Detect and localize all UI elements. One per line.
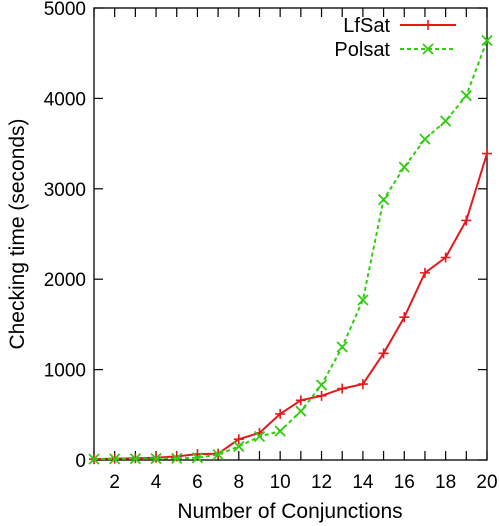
data-point	[191, 452, 204, 464]
data-point	[378, 348, 389, 359]
y-tick-label: 1000	[44, 361, 86, 382]
x-axis-title: Number of Conjunctions	[177, 500, 402, 523]
data-point	[357, 294, 369, 306]
x-tick-label: 2	[109, 472, 120, 493]
y-tick-label: 0	[75, 451, 86, 472]
series-line	[93, 40, 488, 461]
x-tick-label: 8	[234, 472, 245, 493]
data-point	[233, 440, 245, 453]
data-point	[171, 452, 183, 465]
x-tick-label: 20	[476, 472, 497, 493]
y-tick-label: 3000	[44, 180, 86, 201]
data-point	[419, 133, 431, 145]
series-line	[93, 153, 488, 461]
data-point	[274, 425, 286, 437]
legend-label: LfSat	[343, 15, 390, 37]
data-point	[88, 453, 100, 465]
y-axis: 0 1000 2000 3000 4000 5000	[44, 0, 487, 472]
y-tick-label: 5000	[44, 0, 86, 20]
data-point	[337, 383, 348, 394]
x-tick-label: 12	[311, 472, 332, 493]
data-point	[439, 115, 452, 127]
data-point	[461, 215, 472, 226]
data-point	[422, 43, 434, 55]
data-point	[481, 34, 493, 47]
data-point	[336, 341, 348, 353]
data-point	[171, 451, 182, 462]
x-tick-label: 14	[352, 472, 374, 493]
data-point	[460, 90, 472, 102]
data-point	[399, 312, 410, 323]
legend-label: Polsat	[334, 39, 390, 61]
data-point	[419, 267, 430, 278]
x-axis: 2 4 6 8 10 12 14 16 18 20	[93, 8, 498, 493]
plot-frame	[93, 7, 488, 461]
x-tick-label: 16	[394, 472, 415, 493]
data-point	[377, 194, 390, 206]
series-polsat	[88, 34, 493, 465]
data-point	[423, 20, 433, 30]
x-tick-label: 10	[270, 472, 291, 493]
plot-border	[93, 7, 488, 461]
data-point	[295, 395, 306, 406]
data-point	[440, 252, 451, 263]
x-tick-label: 18	[435, 472, 456, 493]
x-tick-label: 6	[192, 472, 203, 493]
data-point	[275, 408, 286, 419]
data-point	[357, 379, 368, 390]
data-point	[398, 161, 410, 173]
y-axis-title: Checking time (seconds)	[6, 118, 29, 349]
data-point	[295, 405, 307, 417]
data-point	[315, 379, 328, 391]
data-point	[316, 390, 327, 401]
y-tick-label: 2000	[44, 270, 86, 291]
series-layer	[88, 34, 493, 465]
data-point	[109, 453, 121, 465]
data-point	[482, 148, 492, 159]
data-point	[212, 448, 224, 461]
series-lfsat	[89, 148, 492, 465]
y-tick-label: 4000	[44, 89, 86, 110]
data-point	[233, 434, 244, 445]
data-point	[150, 452, 162, 465]
data-point	[129, 453, 142, 465]
data-point	[253, 430, 266, 443]
x-tick-label: 4	[151, 472, 162, 493]
